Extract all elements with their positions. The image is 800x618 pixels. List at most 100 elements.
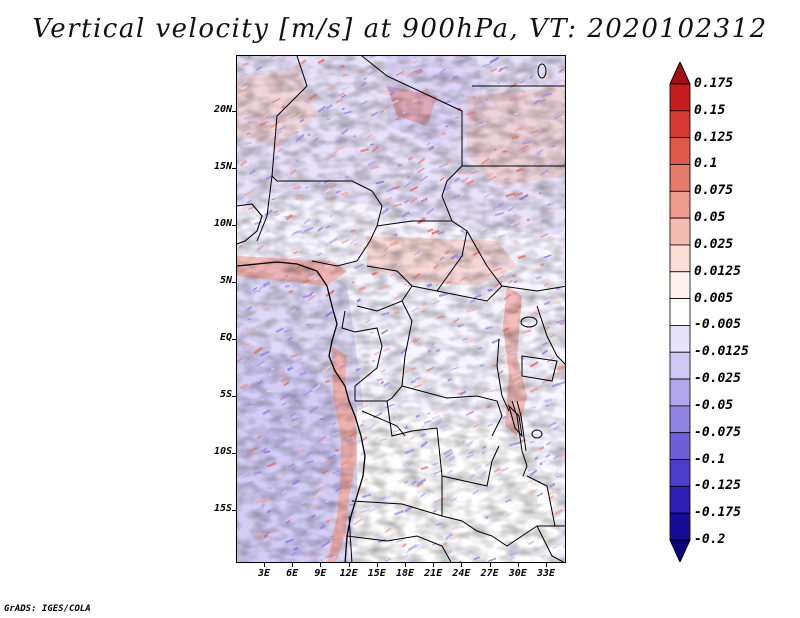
velocity-streak	[557, 381, 565, 386]
velocity-streak	[545, 326, 551, 330]
velocity-streak	[416, 478, 427, 486]
lat-tick-mark	[232, 453, 237, 454]
colorbar-label: 0.005	[694, 290, 734, 306]
velocity-streak	[483, 228, 489, 233]
velocity-streak	[547, 203, 552, 207]
velocity-streak	[494, 114, 500, 119]
velocity-streak	[241, 342, 251, 349]
velocity-streak	[498, 121, 504, 124]
velocity-streak	[317, 58, 325, 64]
velocity-streak	[559, 321, 565, 325]
velocity-streak	[555, 475, 562, 479]
velocity-streak	[447, 378, 452, 382]
velocity-streak	[552, 546, 557, 549]
velocity-streak	[254, 220, 263, 226]
velocity-streak	[466, 453, 475, 459]
velocity-streak	[275, 327, 284, 333]
velocity-streak	[521, 90, 525, 93]
velocity-streak	[403, 559, 414, 562]
velocity-streak	[291, 363, 300, 369]
velocity-streak	[260, 398, 264, 401]
velocity-streak	[438, 407, 446, 413]
velocity-streak	[541, 349, 549, 356]
velocity-streak	[438, 63, 443, 67]
velocity-streak	[483, 485, 494, 492]
velocity-streak	[273, 306, 281, 313]
velocity-streak	[521, 329, 532, 334]
velocity-streak	[384, 557, 392, 562]
velocity-streak	[445, 280, 452, 285]
velocity-streak	[253, 289, 262, 294]
vertical-velocity-field	[237, 56, 565, 562]
velocity-streak	[437, 87, 443, 91]
velocity-streak	[291, 348, 301, 354]
velocity-streak	[393, 310, 400, 315]
lat-tick-mark	[232, 282, 237, 283]
velocity-streak	[272, 161, 282, 170]
velocity-streak	[559, 288, 564, 292]
velocity-streak	[485, 463, 490, 468]
velocity-streak	[270, 114, 277, 119]
velocity-streak	[424, 195, 430, 200]
velocity-streak	[435, 283, 440, 287]
velocity-streak	[340, 191, 349, 196]
velocity-streak	[368, 508, 376, 513]
velocity-streak	[409, 455, 414, 460]
velocity-streak	[253, 346, 264, 355]
velocity-streak	[449, 535, 457, 541]
velocity-streak	[475, 242, 481, 247]
velocity-streak	[444, 250, 450, 255]
velocity-streak	[303, 218, 311, 225]
velocity-streak	[246, 545, 254, 550]
velocity-streak	[561, 244, 565, 248]
velocity-streak	[380, 253, 387, 259]
velocity-streak	[469, 299, 476, 304]
velocity-streak	[305, 460, 314, 465]
velocity-streak	[426, 141, 431, 146]
velocity-streak	[411, 60, 418, 64]
velocity-streak	[549, 482, 556, 488]
velocity-streak	[244, 141, 252, 146]
velocity-streak	[341, 94, 347, 99]
velocity-streak	[467, 328, 475, 332]
velocity-streak	[295, 194, 304, 201]
velocity-streak	[381, 311, 390, 316]
velocity-streak	[272, 97, 281, 104]
velocity-streak	[496, 275, 505, 281]
velocity-streak	[380, 329, 389, 335]
velocity-streak	[534, 312, 539, 315]
velocity-streak	[427, 349, 432, 354]
velocity-streak	[329, 214, 334, 218]
velocity-streak	[290, 551, 297, 557]
velocity-streak	[369, 560, 373, 562]
velocity-streak	[384, 246, 390, 251]
velocity-streak	[247, 121, 253, 124]
velocity-streak	[457, 323, 464, 328]
velocity-streak	[481, 389, 487, 394]
velocity-streak	[450, 525, 459, 531]
velocity-streak	[409, 211, 418, 216]
velocity-streak	[335, 138, 344, 143]
velocity-streak	[452, 194, 461, 199]
velocity-streak	[397, 56, 403, 58]
velocity-streak	[539, 462, 543, 466]
velocity-streak	[290, 530, 298, 534]
velocity-streak	[441, 60, 451, 66]
velocity-streak	[558, 452, 565, 458]
velocity-streak	[403, 480, 409, 485]
velocity-streak	[529, 361, 539, 368]
velocity-streak	[292, 251, 299, 255]
velocity-streak	[413, 68, 423, 73]
velocity-streak	[506, 385, 513, 390]
velocity-streak	[425, 532, 434, 536]
velocity-streak	[275, 492, 281, 497]
velocity-streak	[347, 480, 354, 486]
velocity-streak	[426, 283, 433, 288]
velocity-streak	[289, 168, 297, 176]
velocity-streak	[340, 64, 345, 69]
velocity-streak	[384, 527, 392, 534]
velocity-streak	[339, 365, 345, 369]
velocity-streak	[527, 540, 534, 546]
velocity-streak	[344, 69, 355, 74]
velocity-streak	[409, 185, 419, 192]
